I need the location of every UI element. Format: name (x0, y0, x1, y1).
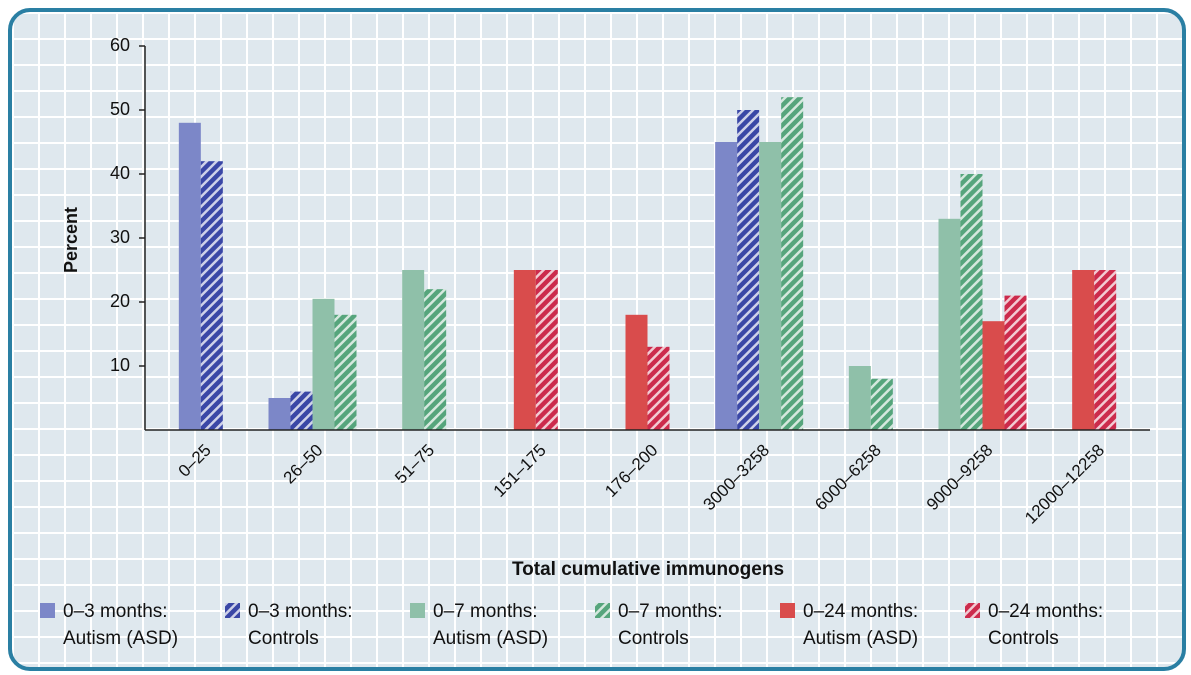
y-tick-label: 40 (110, 163, 130, 183)
x-axis-label: Total cumulative immunogens (512, 559, 784, 580)
legend-swatch (410, 603, 425, 618)
bar (647, 346, 670, 430)
bar (513, 270, 536, 430)
bar (960, 174, 983, 430)
bar (178, 122, 201, 431)
legend-label: 0–24 months: Autism (ASD) (803, 601, 919, 649)
bar (982, 321, 1005, 430)
y-tick-label: 30 (110, 227, 130, 247)
bar (535, 270, 558, 430)
legend-swatch-fill (410, 603, 425, 618)
bar (737, 110, 760, 430)
x-tick-label: 0–25 (175, 441, 215, 481)
legend-label: 0–3 months: Autism (ASD) (63, 601, 179, 649)
legend-swatch (595, 603, 610, 618)
bar (402, 270, 425, 430)
chart: Percent Total cumulative immunogens 10 20… (61, 35, 1150, 580)
legend-swatch (780, 603, 795, 618)
bar (870, 378, 893, 430)
bar (938, 218, 961, 430)
legend-swatch-fill (965, 603, 980, 618)
legend-label: 0–7 months: Controls (618, 601, 723, 649)
legend-item: 0–24 months: Autism (ASD) (780, 598, 965, 652)
bar (268, 398, 291, 430)
x-tick-label: 51–75 (391, 441, 438, 488)
bar (625, 314, 648, 430)
y-tick-label: 20 (110, 291, 130, 311)
bar (312, 298, 335, 430)
x-tick-label: 12000–12258 (1021, 441, 1108, 528)
legend-swatch-fill (225, 603, 240, 618)
y-tick-label: 60 (110, 35, 130, 55)
bar (715, 142, 738, 430)
bar (759, 142, 782, 430)
y-axis-label: Percent (61, 207, 81, 273)
bar (424, 289, 447, 430)
legend-item: 0–7 months: Autism (ASD) (410, 598, 595, 652)
legend-label: 0–24 months: Controls (988, 601, 1104, 649)
x-tick-label: 26–50 (280, 441, 327, 488)
legend: 0–3 months: Autism (ASD) 0–3 months: Cont… (40, 598, 1150, 652)
legend-item: 0–24 months: Controls (965, 598, 1150, 652)
legend-item: 0–3 months: Autism (ASD) (40, 598, 225, 652)
legend-swatch-fill (780, 603, 795, 618)
bar (1094, 270, 1117, 430)
x-tick-label: 3000–3258 (700, 441, 774, 515)
x-tick-label: 176–200 (601, 441, 661, 501)
y-tick-label: 50 (110, 99, 130, 119)
x-tick-label: 6000–6258 (811, 441, 885, 515)
legend-swatch-fill (40, 603, 55, 618)
x-tick-label: 9000–9258 (923, 441, 997, 515)
bar (781, 97, 804, 430)
legend-swatch (965, 603, 980, 618)
bar (1072, 270, 1095, 430)
y-tick-label: 10 (110, 355, 130, 375)
legend-swatch (225, 603, 240, 618)
legend-label: 0–3 months: Controls (248, 601, 353, 649)
bar (848, 366, 871, 430)
bar (290, 391, 313, 430)
bar (1004, 295, 1027, 430)
legend-item: 0–3 months: Controls (225, 598, 410, 652)
legend-label: 0–7 months: Autism (ASD) (433, 601, 549, 649)
x-tick-label: 151–175 (490, 441, 550, 501)
bar (200, 161, 223, 430)
legend-item: 0–7 months: Controls (595, 598, 780, 652)
legend-swatch (40, 603, 55, 618)
bar (334, 314, 357, 430)
legend-swatch-fill (595, 603, 610, 618)
